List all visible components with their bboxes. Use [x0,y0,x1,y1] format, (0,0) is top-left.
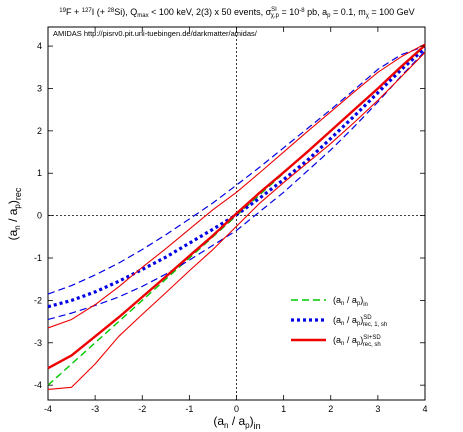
title-f-mass: 19 [59,8,66,14]
x-tick-label-6: 2 [328,404,333,414]
y-tick-label-6: 2 [37,126,42,136]
legend-sd-sup: SD [363,315,372,321]
legend: (an / ap)in (an / ap)SD rec, 1, sh (an / … [291,295,387,348]
series-line-2 [47,45,426,295]
legend-sd-p: p [357,321,361,327]
series-line-5 [47,43,426,329]
title-exp: -8 [299,8,305,14]
x-tick-label-5: 1 [281,404,286,414]
y-tick-label-4: 0 [37,211,42,221]
y-tick-label-2: -2 [34,295,42,305]
y-tick-label-0: -4 [34,380,42,390]
title-f: F + [66,7,82,17]
title-i: I (+ [92,7,108,17]
x-axis-label: (an / ap)in [213,414,260,431]
title-rest4: = 0.1, m [330,7,365,17]
y-tick-label-8: 4 [37,41,42,51]
legend-sisd-mid: / a [344,335,357,345]
title-qmax-sub: max [137,13,148,19]
y-tick-label-1: -3 [34,338,42,348]
legend-input-p: p [357,301,361,307]
legend-label-input: (an / ap)in [333,295,368,308]
series-line-4 [47,44,426,370]
title-rest3: pb, a [305,7,328,17]
ylabel-p: p [13,204,22,209]
legend-input-n: n [341,301,344,307]
series-line-3 [47,50,426,321]
ylabel-sub: rec [13,187,23,200]
legend-sd-main: (a [333,315,341,325]
legend-label-sisd: (an / ap)SI+SD rec, sh [333,335,381,348]
x-tick-label-8: 4 [422,404,427,414]
legend-sisd-main: (a [333,335,341,345]
legend-input-main: (a [333,295,341,305]
xlabel-sub: in [254,421,261,431]
legend-sisd-close: ) [360,335,363,345]
title-sigma-sup: SI [271,7,277,13]
x-tick-label-1: -3 [91,404,99,414]
y-tick-label-3: -1 [34,253,42,263]
xlabel-mid: / a [228,414,245,428]
legend-sisd-sup: SI+SD [363,335,381,341]
xlabel-p: p [245,421,250,430]
legend-input-mid: / a [344,295,357,305]
chart-title: 19F + 127I (+ 28Si), Qmax < 100 keV, 2(3… [59,7,414,19]
legend-sisd-sub: rec, sh [363,342,381,348]
title-ap-sub: p [327,13,331,19]
y-axis-label: (an / ap)rec [6,187,23,240]
x-tick-label-0: -4 [44,404,52,414]
x-tick-label-4: 0 [234,404,239,414]
xlabel-close: ) [250,414,254,428]
title-rest1: < 100 keV, 2(3) x 50 events, σ [149,7,272,17]
legend-sd-mid: / a [344,315,357,325]
title-si: Si), Q [114,7,137,17]
legend-sd-close: ) [360,315,363,325]
ylabel-close: ) [6,200,20,204]
ticks-layer: -4 -3 -2 -1 0 1 2 3 4 -4 -3 -2 -1 0 1 2 3 4 [34,27,428,414]
x-tick-label-3: -1 [185,404,193,414]
title-m-sub: χ [366,13,370,19]
ylabel-main: (a [6,229,20,240]
y-tick-label-5: 1 [37,168,42,178]
title-rest2: = 10 [279,7,299,17]
legend-sisd-p: p [357,341,361,347]
annotation-text: AMIDAS http://pisrv0.pit.uni-tuebingen.d… [53,29,258,38]
ylabel-mid: / a [6,208,20,225]
title-i-mass: 127 [82,8,93,14]
xlabel-n: n [224,421,228,430]
title-sigma-sub: χ,p [271,13,280,19]
title-rest5: = 100 GeV [369,7,415,17]
legend-label-sd: (an / ap)SD rec, 1, sh [333,315,387,328]
legend-input-close: ) [360,295,363,305]
series-line-6 [47,52,426,390]
y-tick-label-7: 3 [37,83,42,93]
title-si-mass: 28 [108,8,115,14]
ylabel-n: n [13,225,22,229]
series-layer [47,43,427,390]
x-tick-label-2: -2 [138,404,146,414]
xlabel-main: (a [213,414,224,428]
legend-sd-sub: rec, 1, sh [363,322,388,328]
legend-sisd-n: n [341,341,344,347]
legend-sd-n: n [341,321,344,327]
legend-input-sub: in [363,302,368,308]
x-tick-label-7: 3 [375,404,380,414]
